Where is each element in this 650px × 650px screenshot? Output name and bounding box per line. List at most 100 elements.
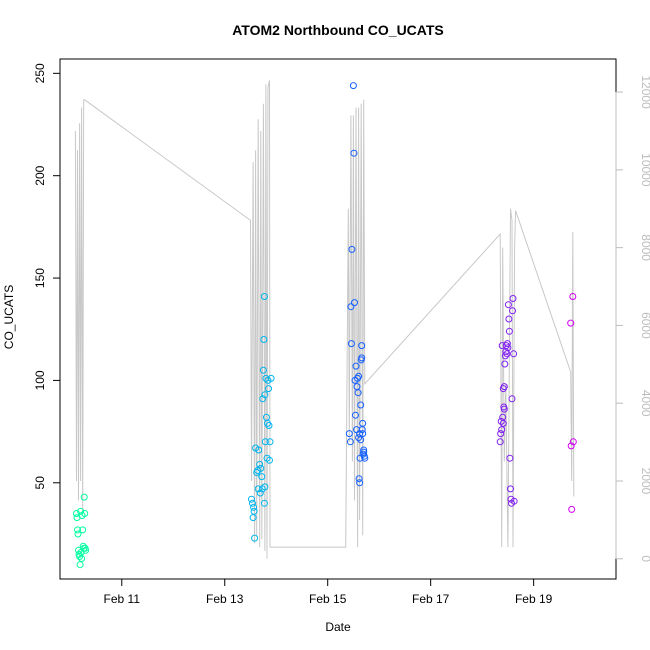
data-point: [567, 442, 575, 450]
data-point: [355, 434, 363, 442]
x-axis: Feb 11 Feb 13 Feb 15 Feb 17 Feb 19: [104, 578, 553, 606]
data-point: [82, 546, 90, 554]
data-point: [266, 456, 273, 464]
data-point: [248, 495, 255, 503]
data-point: [503, 340, 511, 348]
data-point: [509, 307, 516, 315]
data-point: [505, 327, 513, 335]
data-point: [265, 422, 273, 429]
data-point: [504, 344, 512, 352]
data-point: [348, 245, 356, 253]
data-point: [356, 479, 364, 487]
data-point: [498, 426, 506, 434]
data-point: [79, 526, 87, 534]
y-tick-label: 200: [33, 165, 47, 185]
y-axis-right: 0 2000 4000 6000 8000 10000 12000: [615, 75, 650, 562]
data-point: [345, 430, 353, 438]
data-point: [358, 354, 366, 362]
y2-tick-label: 2000: [639, 468, 650, 495]
data-point: [259, 395, 267, 403]
data-point: [254, 485, 262, 493]
data-point: [358, 342, 366, 350]
data-point: [266, 438, 274, 446]
data-point: [501, 352, 509, 360]
x-tick-label: Feb 15: [309, 592, 347, 606]
data-point: [509, 295, 517, 302]
data-point: [257, 464, 265, 472]
data-point: [497, 430, 505, 438]
data-point: [250, 507, 258, 515]
y-tick-label: 250: [33, 63, 47, 83]
data-point: [256, 489, 264, 497]
data-point: [350, 149, 358, 157]
data-point: [349, 82, 357, 90]
data-point: [265, 385, 272, 393]
data-point: [347, 303, 355, 311]
y-tick-label: 150: [33, 268, 47, 288]
data-point: [76, 561, 84, 569]
data-point: [507, 485, 514, 493]
x-tick-label: Feb 19: [515, 592, 553, 606]
data-point: [251, 534, 259, 542]
data-point: [510, 350, 518, 358]
data-point: [496, 438, 504, 446]
data-point: [499, 419, 507, 427]
data-point: [352, 362, 360, 370]
data-point: [260, 336, 268, 343]
data-point: [508, 395, 516, 403]
y2-tick-label: 4000: [639, 390, 650, 417]
y-tick-label: 50: [33, 476, 47, 490]
data-point: [355, 372, 363, 380]
data-point: [497, 417, 505, 425]
data-point: [500, 405, 508, 413]
x-tick-label: Feb 11: [104, 592, 141, 606]
data-point: [567, 319, 575, 327]
points-layer: [73, 82, 577, 569]
x-tick-label: Feb 17: [412, 592, 450, 606]
data-point: [260, 499, 268, 507]
data-point: [261, 438, 269, 446]
data-point: [569, 293, 577, 300]
data-point: [264, 419, 271, 427]
y-tick-label: 100: [33, 370, 47, 390]
data-point: [262, 374, 270, 382]
altitude-line-layer: [74, 80, 575, 559]
altitude-line: [74, 80, 575, 559]
y2-tick-label: 0: [639, 555, 650, 562]
data-point: [354, 389, 362, 397]
data-point: [568, 505, 576, 513]
data-point: [510, 497, 518, 505]
chart-title: ATOM2 Northbound CO_UCATS: [232, 22, 444, 38]
data-point: [355, 475, 363, 483]
data-point: [261, 391, 269, 399]
data-point: [357, 401, 365, 409]
data-point: [500, 383, 508, 391]
data-point: [258, 473, 266, 481]
data-point: [256, 460, 264, 468]
data-point: [360, 448, 368, 456]
data-point: [259, 366, 267, 374]
data-point: [359, 419, 367, 427]
y2-tick-label: 12000: [639, 75, 650, 109]
y2-tick-label: 10000: [639, 153, 650, 187]
x-axis-label: Date: [325, 620, 351, 634]
y2-tick-label: 6000: [639, 312, 650, 339]
data-point: [255, 446, 263, 454]
data-point: [346, 438, 354, 446]
data-point: [81, 510, 89, 517]
data-point: [77, 507, 85, 515]
data-point: [260, 293, 268, 300]
x-tick-label: Feb 13: [206, 592, 244, 606]
data-point: [352, 411, 359, 419]
data-point: [261, 483, 269, 491]
y-axis-label: CO_UCATS: [2, 285, 16, 349]
data-point: [505, 315, 513, 323]
data-point: [250, 503, 258, 511]
data-point: [506, 454, 514, 462]
data-point: [501, 360, 509, 368]
data-point: [249, 499, 256, 507]
data-point: [267, 374, 275, 382]
data-point: [357, 436, 365, 444]
data-point: [504, 301, 512, 309]
